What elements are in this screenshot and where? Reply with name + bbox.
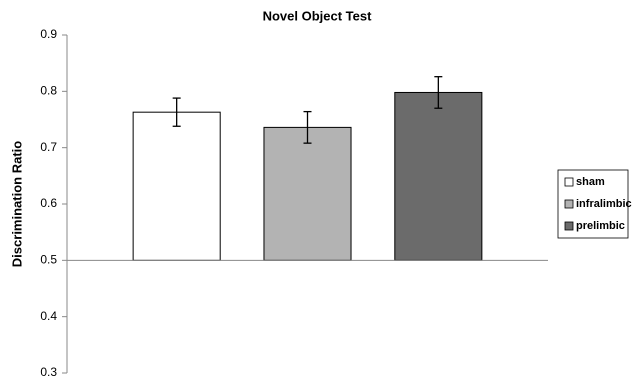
y-tick-label: 0.8	[40, 84, 57, 98]
y-tick-label: 0.9	[40, 27, 57, 41]
bar	[132, 111, 221, 261]
legend-swatch	[564, 221, 574, 231]
legend-swatch	[564, 177, 574, 187]
y-axis-label: Discrimination Ratio	[9, 141, 24, 267]
legend-label: sham	[576, 176, 605, 188]
legend-label: prelimbic	[576, 220, 625, 232]
y-tick-label: 0.3	[40, 365, 57, 379]
legend-label: infralimbic	[576, 198, 632, 210]
chart-title: Novel Object Test	[263, 8, 373, 23]
bar	[263, 126, 352, 261]
bar	[394, 91, 483, 261]
y-tick-label: 0.6	[40, 196, 57, 210]
y-tick-label: 0.5	[40, 253, 57, 267]
y-tick-label: 0.7	[40, 140, 57, 154]
y-tick-label: 0.4	[40, 309, 57, 323]
legend-swatch	[564, 199, 574, 209]
